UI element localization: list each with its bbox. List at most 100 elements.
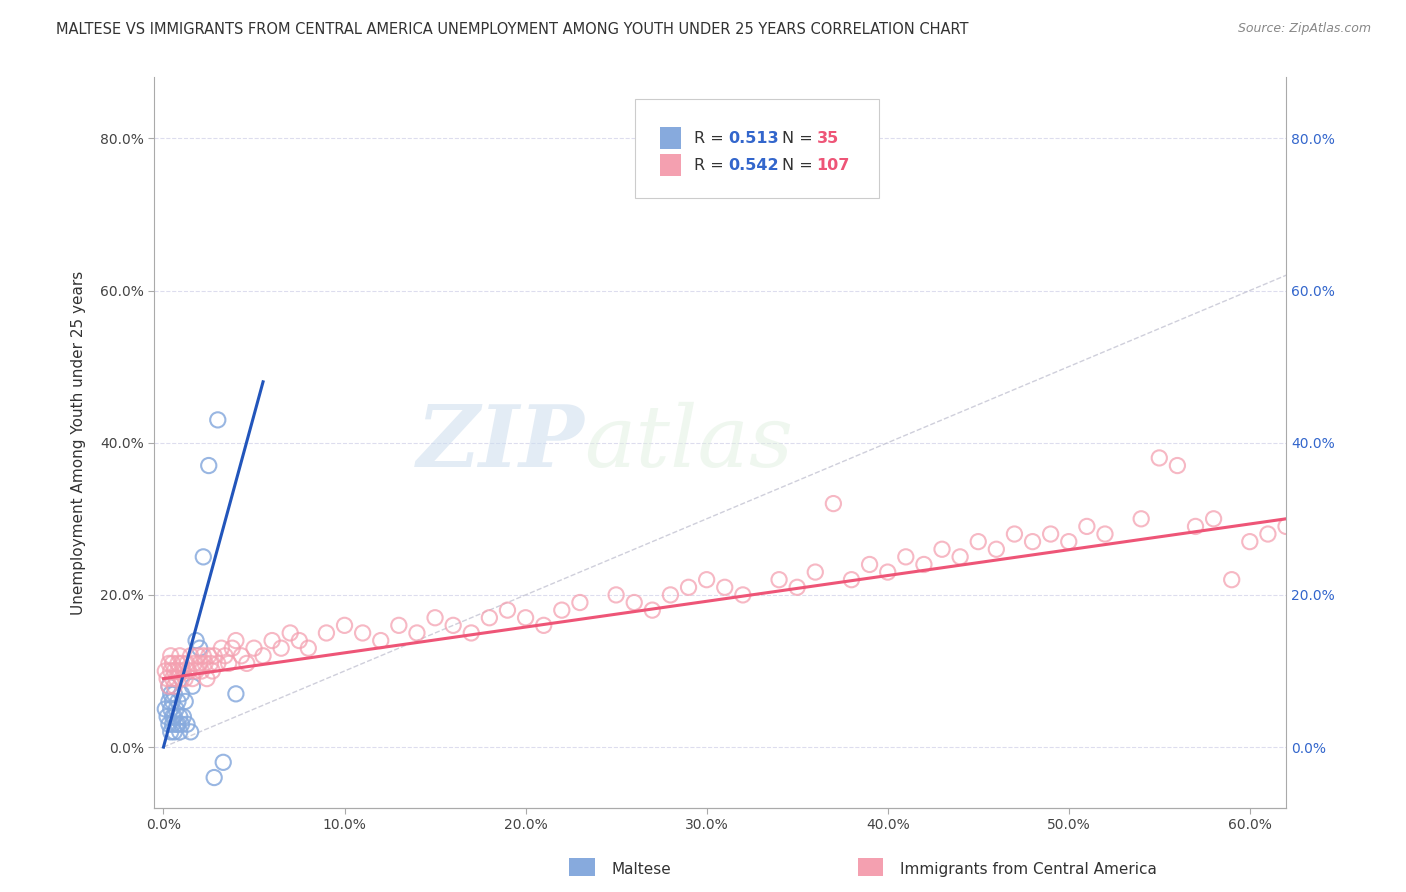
Point — [162, 717, 184, 731]
Point — [184, 633, 207, 648]
Point — [1057, 534, 1080, 549]
Point — [200, 657, 222, 671]
Point — [174, 694, 197, 708]
Point — [159, 687, 181, 701]
Point — [172, 709, 194, 723]
Point — [533, 618, 555, 632]
Point — [218, 657, 240, 671]
Point — [163, 724, 186, 739]
Point — [207, 413, 229, 427]
Point — [176, 717, 198, 731]
Point — [183, 657, 205, 671]
Point — [1402, 657, 1406, 671]
Point — [1239, 534, 1261, 549]
Point — [169, 648, 191, 663]
Point — [157, 717, 180, 731]
Point — [352, 626, 374, 640]
Point — [162, 694, 184, 708]
Point — [841, 573, 863, 587]
Point — [162, 709, 184, 723]
Point — [167, 717, 190, 731]
Point — [167, 657, 190, 671]
Point — [1275, 519, 1298, 533]
Point — [1166, 458, 1188, 473]
Point — [1294, 512, 1316, 526]
Point — [823, 497, 845, 511]
Point — [231, 648, 253, 663]
Point — [1257, 527, 1279, 541]
Point — [159, 702, 181, 716]
Point — [157, 694, 180, 708]
FancyBboxPatch shape — [661, 154, 681, 176]
Point — [156, 709, 179, 723]
Point — [170, 657, 193, 671]
Point — [967, 534, 990, 549]
Point — [278, 626, 301, 640]
Point — [225, 633, 247, 648]
Point — [262, 633, 284, 648]
Text: N =: N = — [783, 158, 818, 173]
Text: N =: N = — [783, 130, 818, 145]
Text: 107: 107 — [817, 158, 849, 173]
Point — [786, 580, 808, 594]
Point — [768, 573, 790, 587]
Point — [388, 618, 411, 632]
Point — [156, 672, 179, 686]
Point — [176, 657, 198, 671]
Point — [165, 672, 187, 686]
Y-axis label: Unemployment Among Youth under 25 years: Unemployment Among Youth under 25 years — [72, 270, 86, 615]
Text: R =: R = — [695, 130, 730, 145]
Point — [163, 664, 186, 678]
Point — [1039, 527, 1062, 541]
Point — [193, 549, 215, 564]
Point — [931, 542, 953, 557]
Point — [1004, 527, 1026, 541]
Point — [288, 633, 311, 648]
Point — [155, 702, 177, 716]
Text: Maltese: Maltese — [612, 863, 671, 877]
Point — [551, 603, 574, 617]
Text: R =: R = — [695, 158, 730, 173]
Point — [207, 657, 229, 671]
Point — [236, 657, 259, 671]
Text: MALTESE VS IMMIGRANTS FROM CENTRAL AMERICA UNEMPLOYMENT AMONG YOUTH UNDER 25 YEA: MALTESE VS IMMIGRANTS FROM CENTRAL AMERI… — [56, 22, 969, 37]
Point — [1130, 512, 1153, 526]
Point — [181, 672, 204, 686]
Point — [167, 664, 190, 678]
Point — [478, 611, 501, 625]
Point — [163, 709, 186, 723]
Point — [912, 558, 935, 572]
Point — [678, 580, 700, 594]
Point — [949, 549, 972, 564]
Point — [460, 626, 482, 640]
Point — [163, 679, 186, 693]
Point — [1347, 405, 1369, 419]
Point — [333, 618, 356, 632]
Point — [201, 664, 224, 678]
Point — [165, 717, 187, 731]
Point — [496, 603, 519, 617]
Point — [731, 588, 754, 602]
Point — [162, 672, 184, 686]
FancyBboxPatch shape — [661, 128, 681, 149]
Point — [876, 565, 898, 579]
Point — [197, 648, 219, 663]
Point — [157, 679, 180, 693]
Point — [370, 633, 392, 648]
Point — [986, 542, 1008, 557]
Point — [214, 648, 236, 663]
Text: Source: ZipAtlas.com: Source: ZipAtlas.com — [1237, 22, 1371, 36]
Text: ZIP: ZIP — [416, 401, 585, 484]
Point — [270, 641, 292, 656]
Text: 0.542: 0.542 — [728, 158, 779, 173]
Point — [180, 724, 202, 739]
Point — [165, 702, 187, 716]
Point — [194, 657, 217, 671]
Point — [188, 641, 211, 656]
Point — [1094, 527, 1116, 541]
Point — [659, 588, 682, 602]
Point — [187, 648, 209, 663]
Point — [696, 573, 718, 587]
Point — [202, 648, 225, 663]
Point — [170, 717, 193, 731]
